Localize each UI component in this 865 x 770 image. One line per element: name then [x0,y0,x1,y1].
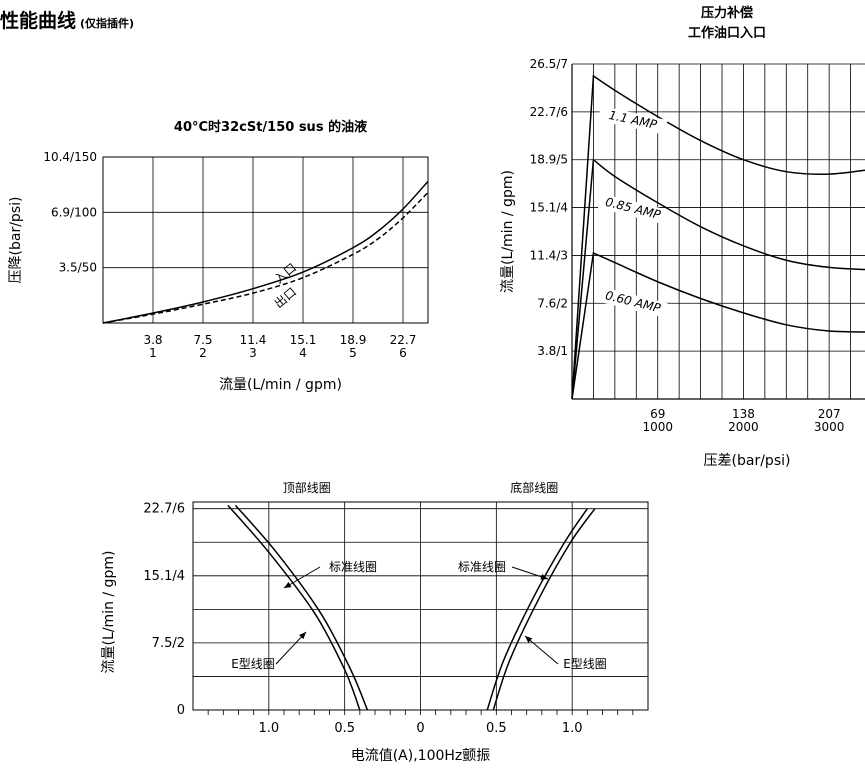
chart3-series-line [486,508,588,711]
chart1-xtick-label: 15.1 [290,333,317,347]
chart2-xlabel: 压差(bar/psi) [704,453,791,469]
chart1-ytick-label: 6.9/100 [51,205,97,219]
chart3-ytick-label: 15.1/4 [143,569,185,584]
chart3-annotation-arrow [275,631,307,665]
chart2-ytick-label: 22.7/6 [530,105,568,119]
chart3-xtick-label: 1.0 [562,721,583,736]
chart1-xtick-label: 3 [249,346,257,360]
chart2-title: 工作油口入口 [688,25,766,41]
chart1-xtick-label: 5 [349,346,357,360]
chart1-ytick-label: 3.5/50 [59,261,97,275]
chart2-series-line [571,251,865,400]
page-title-note: (仅指插件) [80,17,135,30]
chart1-xtick-label: 2 [199,346,207,360]
chart1-xtick-label: 4 [299,346,307,360]
chart2-xtick-label: 2000 [728,420,759,434]
chart2-annotation-bg [598,286,668,318]
chart2-series-line [571,158,865,400]
page-title-text: 性能曲线 [0,10,77,32]
chart2-ytick-label: 15.1/4 [530,201,568,215]
chart2-xtick-label: 138 [732,407,755,421]
chart1-annotation: 入口 [272,260,299,286]
chart1-xlabel: 流量(L/min / gpm) [219,377,342,393]
chart2-ytick-label: 26.5/7 [530,57,568,71]
chart3-xtick-label: 1.0 [258,721,279,736]
chart2-title: 压力补偿 [701,5,753,21]
chart3-annotation-arrow-head [299,632,306,640]
chart2-xtick-label: 207 [818,407,841,421]
chart1-xtick-label: 1 [149,346,157,360]
chart2-series-line [571,74,865,400]
chart3-annotation: E型线圈 [563,657,607,671]
chart2-ytick-label: 7.6/2 [537,296,568,310]
chart1-xtick-label: 3.8 [143,333,162,347]
chart3-annotation-arrow [524,635,559,665]
chart1-xtick-label: 6 [399,346,407,360]
page-title: 性能曲线 (仅指插件) [0,6,134,33]
chart1-series-line [102,180,429,324]
chart2-ytick-label: 18.9/5 [530,153,568,167]
chart3-annotation-arrow-head [284,581,292,588]
chart1-xtick-label: 22.7 [390,333,417,347]
chart1-annotation: 出口 [272,285,299,311]
chart1-frame [102,156,429,324]
chart2-xtick-label: 3000 [814,420,845,434]
chart3-series-line [492,508,596,711]
chart1-series-line [102,191,429,324]
chart3-series-line [234,504,369,711]
chart2-annotation: 0.85 AMP [604,195,663,222]
chart1-xtick-label: 18.9 [340,333,367,347]
chart2-xtick-label: 1000 [642,420,673,434]
chart2-ytick-label: 3.8/1 [537,344,568,358]
chart1-ylabel: 压降(bar/psi) [8,197,24,284]
chart3-annotation: 标准线圈 [458,560,506,574]
chart3-xtick-label: 0.5 [486,721,507,736]
chart2-annotation-bg [597,105,668,135]
chart3-annotation: 标准线圈 [329,560,377,574]
chart3-side-label: 底部线圈 [510,480,558,495]
chart3-ylabel: 流量(L/min / gpm) [101,551,117,674]
chart2-xtick-label: 69 [650,407,665,421]
chart3-xtick-label: 0 [416,721,424,736]
chart1-xtick-label: 7.5 [193,333,212,347]
chart3-annotation-arrow-head [540,573,548,580]
chart1-xtick-label: 11.4 [240,333,267,347]
chart1-ytick-label: 10.4/150 [43,150,97,164]
chart2-ytick-label: 11.4/3 [530,248,568,262]
chart3-side-label: 顶部线圈 [283,480,331,495]
chart3-series-line [227,504,361,711]
chart3-xlabel: 电流值(A),100Hz颤振 [351,748,491,764]
chart3-ytick-label: 22.7/6 [143,502,185,517]
chart3-annotation: E型线圈 [231,657,275,671]
chart1-title: 40°C时32cSt/150 sus 的油液 [174,119,367,135]
chart3-ytick-label: 7.5/2 [152,636,185,651]
chart3-annotation-arrow-head [525,636,533,643]
chart2-annotation: 0.60 AMP [604,288,663,315]
chart3-ytick-label: 0 [177,703,185,718]
chart2-annotation-bg [598,193,668,225]
chart2-ylabel: 流量(L/min / gpm) [500,170,516,293]
chart3-xtick-label: 0.5 [334,721,355,736]
